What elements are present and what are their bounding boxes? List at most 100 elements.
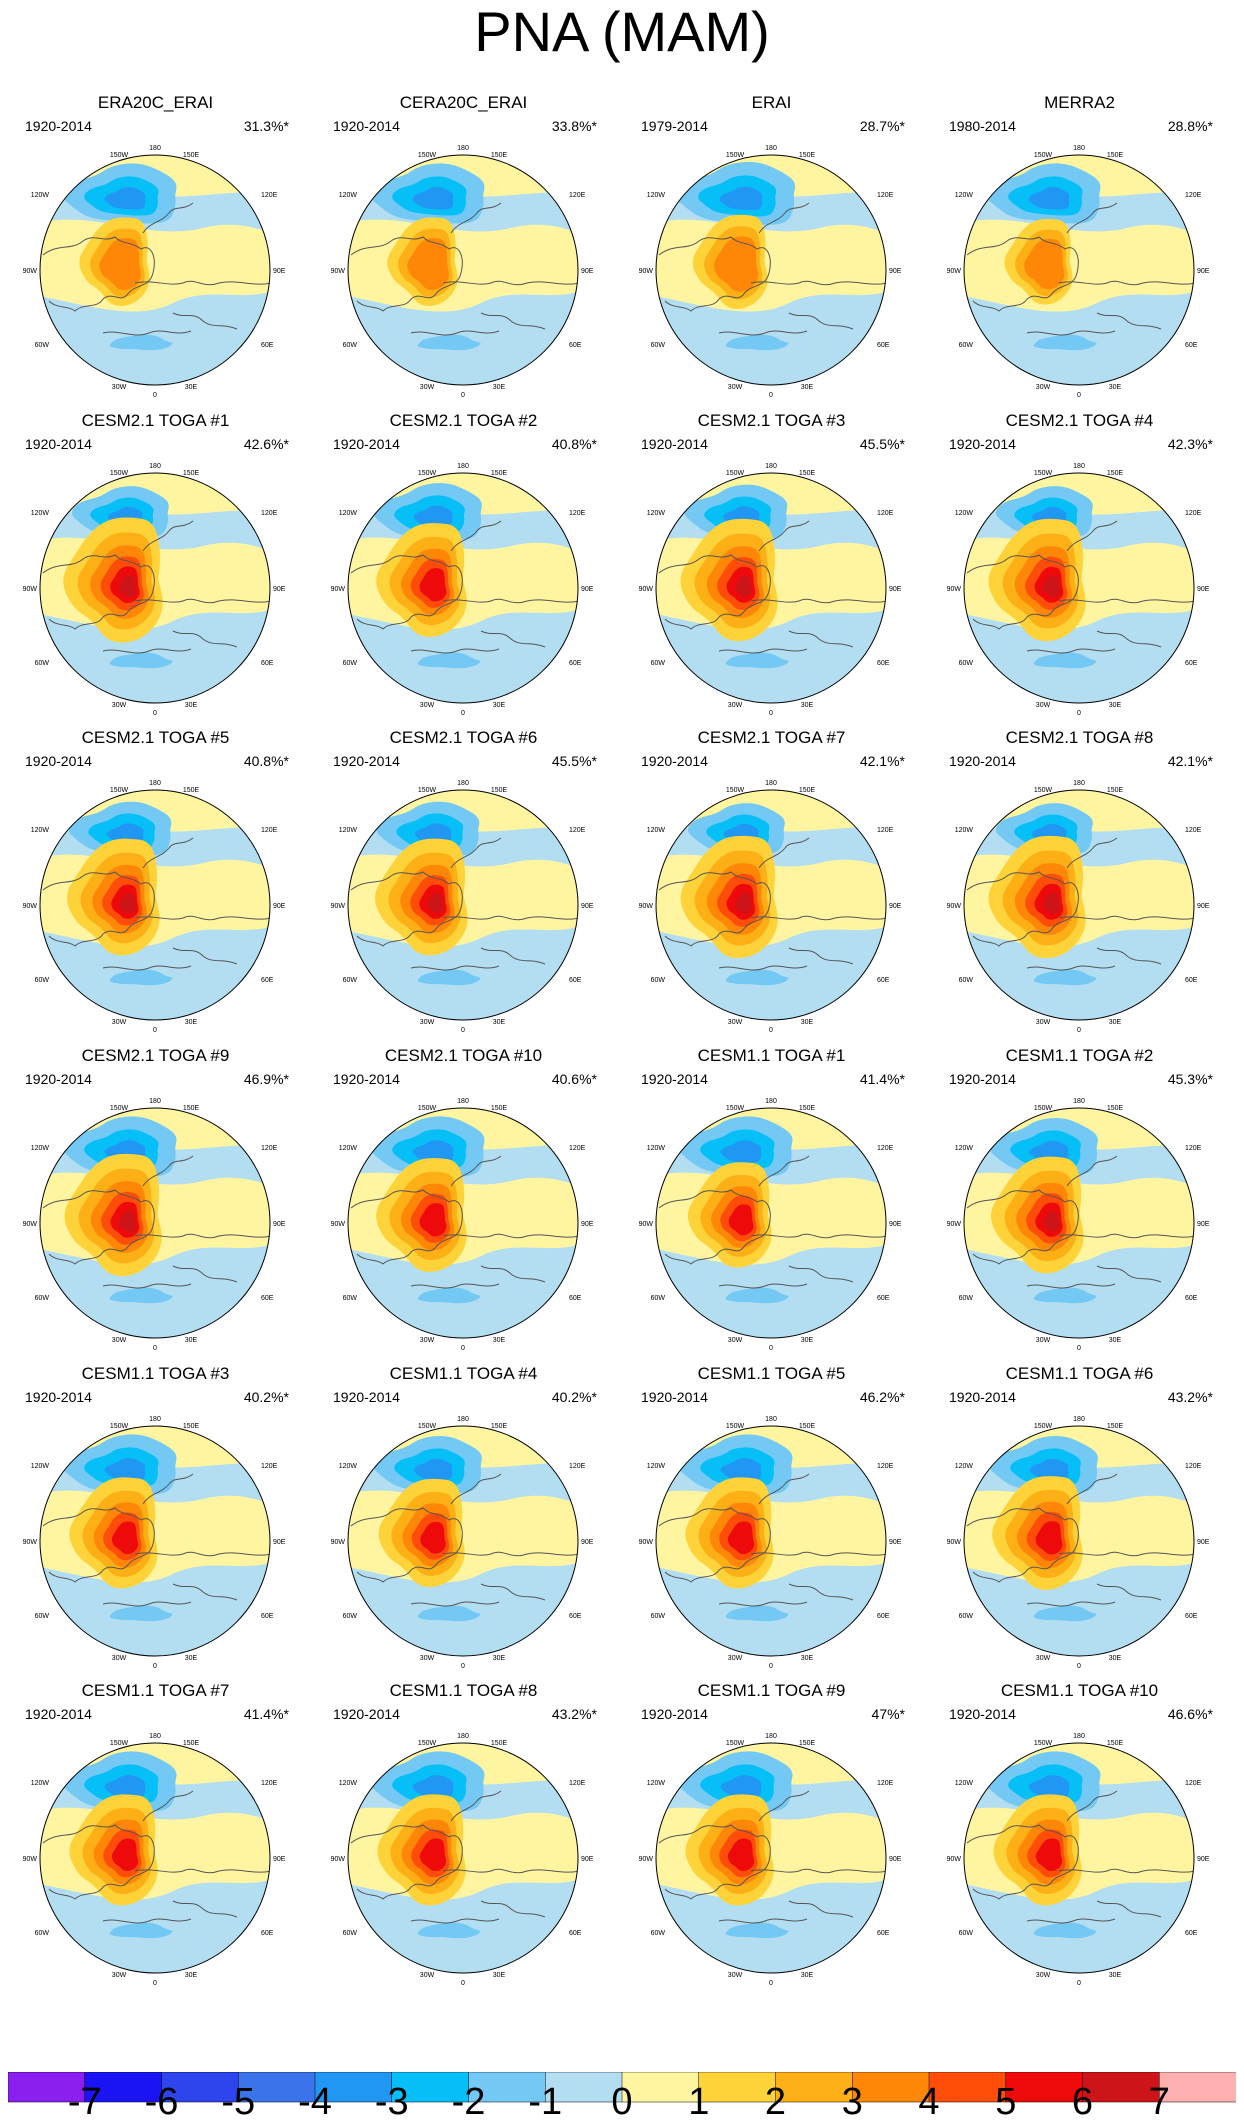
axis-label: 90E [273,903,286,910]
axis-label: 180 [457,780,469,787]
map-panel: CESM1.1 TOGA #10 1920-2014 46.6%* 180 150W 15… [924,1681,1235,2001]
axis-label: 30W [420,1972,435,1979]
colorbar-swatch [391,2072,470,2103]
map-panel: CESM2.1 TOGA #6 1920-2014 45.5%* 180 150W 150… [308,728,619,1048]
axis-label: 120E [261,1780,278,1787]
negative-atlantic [109,652,173,669]
map-boundary [39,472,271,704]
axis-label: 30E [1109,1655,1122,1662]
axis-label: 150W [1034,152,1053,159]
negative-atlantic [109,969,173,986]
axis-label: 180 [1073,1733,1085,1740]
axis-label: 180 [765,1416,777,1423]
axis-label: 30E [801,1972,814,1979]
axis-label: 60W [35,342,50,349]
negative-lobe-3 [720,1140,762,1163]
polar-map: 180 150W 150E 120W 120E 90W 90E 60W 60E 30W 30E 0 [23,1098,286,1350]
map-boundary [655,1425,887,1657]
axis-label: 90E [273,1221,286,1228]
coastlines [42,1155,270,1289]
axis-label: 30E [801,1019,814,1026]
colorbar-label: -3 [374,2081,409,2123]
axis-label: 150E [183,787,200,794]
axis-label: 30W [1036,702,1051,709]
panel-title: CESM2.1 TOGA #5 [81,728,230,747]
polar-map: 180 150W 150E 120W 120E 90W 90E 60W 60E 30W 30E 0 [639,1098,902,1350]
coastlines [42,520,270,654]
colorbar-swatch [928,2072,1007,2103]
figure-title: PNA (MAM) [474,0,770,63]
negative-atlantic [725,969,789,986]
polar-map: 180 150W 150E 120W 120E 90W 90E 60W 60E 30W 30E 0 [23,1733,286,1985]
axis-label: 180 [149,145,161,152]
coastlines [658,837,886,971]
axis-label: 90W [947,1221,961,1228]
axis-label: 0 [153,1980,157,1985]
axis-label: 60W [343,1930,358,1937]
axis-label: 120W [31,1780,50,1787]
panel-years: 1920-2014 [25,753,92,769]
coastlines [966,1155,1194,1289]
axis-label: 150W [418,1740,437,1747]
axis-label: 60W [651,342,666,349]
axis-label: 90W [23,1221,37,1228]
axis-label: 150E [1107,1423,1124,1430]
negative-atlantic [417,1287,481,1304]
panel-years: 1920-2014 [949,1389,1016,1405]
colorbar-label: -1 [528,2081,563,2123]
axis-label: 30W [1036,1655,1051,1662]
axis-label: 60E [569,1295,582,1302]
colorbar-swatch [468,2072,546,2103]
negative-atlantic [417,334,481,351]
axis-label: 120W [31,1463,50,1470]
colorbar-label: -5 [221,2081,256,2123]
panel-variance-pct: 47%* [871,1706,905,1722]
axis-label: 150W [110,152,129,159]
axis-label: 30W [1036,1019,1051,1026]
axis-label: 30E [801,1655,814,1662]
axis-label: 30E [801,1337,814,1344]
coastlines [966,202,1194,336]
axis-label: 0 [153,392,157,397]
axis-label: 150W [418,470,437,477]
panel-title: CESM1.1 TOGA #3 [81,1364,230,1383]
axis-label: 60E [261,342,274,349]
polar-map: 180 150W 150E 120W 120E 90W 90E 60W 60E 30W 30E 0 [23,463,286,715]
axis-label: 120E [261,510,278,517]
colorbar-label: -4 [298,2081,332,2123]
axis-label: 30W [1036,1337,1051,1344]
coastlines [350,1473,578,1607]
colorbar-label: -6 [144,2081,179,2123]
panel-variance-pct: 42.6%* [243,436,289,452]
axis-label: 0 [769,1027,773,1032]
axis-label: 60E [261,1295,274,1302]
axis-label: 120W [31,192,50,199]
axis-label: 180 [1073,1098,1085,1105]
panel-years: 1920-2014 [333,1071,400,1087]
panel-variance-pct: 45.5%* [859,436,905,452]
polar-map: 180 150W 150E 120W 120E 90W 90E 60W 60E 30W 30E 0 [947,1098,1210,1350]
axis-label: 60W [651,977,666,984]
colorbar-label: 0 [611,2081,633,2123]
map-panel: CESM2.1 TOGA #3 1920-2014 45.5%* 180 150W 150… [616,411,927,731]
axis-label: 120E [1185,1780,1202,1787]
axis-label: 60E [569,660,582,667]
map-boundary [39,154,271,386]
axis-label: 150W [1034,470,1053,477]
axis-label: 30W [1036,384,1051,391]
negative-lobe-3 [104,187,146,210]
axis-label: 120E [261,1463,278,1470]
axis-label: 60E [877,342,890,349]
axis-label: 60E [877,1930,890,1937]
axis-label: 180 [765,1098,777,1105]
colorbar-swatch [161,2072,239,2103]
axis-label: 90W [331,268,345,275]
negative-atlantic [725,334,789,351]
coastlines [966,1790,1194,1924]
axis-label: 60W [35,1613,50,1620]
colorbar-label: 5 [995,2081,1017,2123]
axis-label: 30W [112,1655,127,1662]
negative-lobe-3 [720,1458,762,1481]
negative-atlantic [725,652,789,669]
map-boundary [347,1425,579,1657]
